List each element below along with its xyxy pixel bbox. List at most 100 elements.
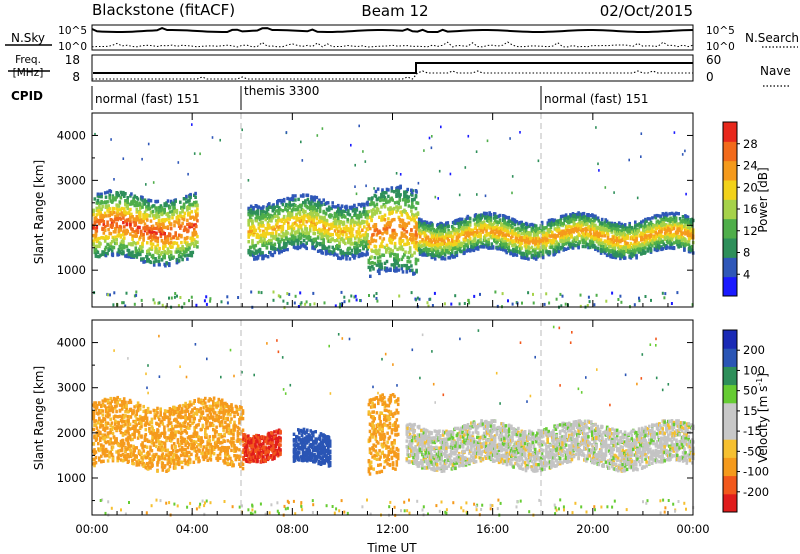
- scatter-cell: [340, 212, 344, 216]
- scatter-cell: [463, 226, 466, 230]
- scatter-cell: [584, 244, 587, 249]
- scatter-cell: [157, 220, 161, 225]
- scatter-cell: [111, 223, 115, 227]
- scatter-cell: [467, 234, 471, 238]
- scatter-cell: [500, 245, 504, 250]
- scatter-cell: [150, 227, 154, 232]
- scatter-cell: [612, 242, 615, 247]
- scatter-cell: [619, 256, 622, 261]
- scatter-cell: [92, 208, 95, 212]
- scatter-cell: [659, 214, 662, 218]
- scatter-cell: [616, 252, 620, 256]
- scatter-cell: [166, 211, 170, 216]
- scatter-cell: [295, 213, 298, 217]
- scatter-cell: [129, 217, 132, 221]
- scatter-cell: [506, 230, 510, 234]
- scatter-cell: [449, 231, 453, 235]
- scatter-cell: [129, 194, 132, 198]
- scatter-cell: [537, 251, 540, 256]
- scatter-cell: [396, 256, 399, 260]
- scatter-cell: [460, 226, 464, 230]
- scatter-cell: [594, 245, 597, 249]
- scatter-cell: [395, 233, 398, 237]
- scatter-cell: [175, 208, 179, 213]
- scatter-cell: [628, 224, 631, 228]
- scatter-cell: [106, 208, 109, 212]
- scatter-cell: [125, 222, 129, 226]
- scatter-cell: [321, 251, 324, 255]
- scatter-cell: [188, 198, 191, 203]
- scatter-cell: [102, 250, 106, 254]
- scatter-cell: [163, 250, 166, 254]
- scatter-cell: [133, 253, 137, 258]
- scatter-cell: [495, 230, 498, 234]
- scatter-cell: [151, 224, 155, 228]
- scatter-cell: [553, 233, 557, 238]
- scatter-cell: [610, 221, 614, 225]
- scatter-cell: [460, 241, 464, 245]
- scatter-cell: [674, 216, 678, 220]
- scatter-cell: [531, 253, 535, 257]
- scatter-cell: [165, 251, 168, 255]
- scatter-cell: [607, 228, 611, 233]
- scatter-cell: [357, 227, 361, 231]
- scatter-cell: [366, 216, 369, 220]
- scatter-cell: [251, 250, 254, 254]
- scatter-cell: [299, 226, 303, 230]
- scatter-cell: [166, 234, 170, 239]
- scatter-cell: [109, 224, 113, 229]
- scatter-cell: [313, 205, 316, 209]
- scatter-cell: [323, 215, 326, 220]
- scatter-cell: [563, 229, 566, 233]
- scatter-cell: [111, 253, 115, 258]
- scatter-cell: [333, 205, 337, 209]
- scatter-cell: [158, 263, 161, 267]
- scatter-cell: [474, 247, 478, 251]
- scatter-cell: [253, 229, 256, 233]
- scatter-cell: [373, 204, 377, 208]
- scatter-cell: [187, 243, 190, 247]
- scatter-cell: [465, 223, 469, 227]
- scatter-cell: [187, 229, 190, 233]
- scatter-cell: [308, 236, 312, 241]
- scatter-cell: [463, 222, 466, 227]
- scatter-cell: [610, 230, 614, 234]
- scatter-cell: [534, 237, 538, 241]
- scatter-cell: [641, 235, 644, 239]
- scatter-cell: [124, 219, 127, 223]
- scatter-cell: [93, 221, 97, 225]
- scatter-cell: [136, 209, 140, 214]
- scatter-cell: [364, 233, 368, 237]
- scatter-cell: [324, 211, 328, 215]
- scatter-cell: [306, 193, 310, 197]
- scatter-cell: [304, 224, 307, 229]
- scatter-cell: [183, 236, 187, 241]
- scatter-cell: [441, 226, 445, 230]
- scatter-cell: [655, 248, 659, 253]
- cpid-segment-2: themis 3300: [244, 84, 319, 98]
- scatter-cell: [172, 235, 175, 239]
- scatter-cell: [433, 239, 437, 243]
- scatter-cell: [619, 252, 622, 256]
- scatter-cell: [112, 230, 116, 234]
- scatter-cell: [353, 204, 356, 208]
- scatter-cell: [353, 256, 356, 260]
- scatter-cell: [415, 201, 418, 205]
- scatter-cell: [648, 217, 652, 221]
- scatter-cell: [418, 234, 422, 238]
- scatter-cell: [453, 239, 456, 244]
- scatter-cell: [574, 237, 578, 241]
- scatter-cell: [406, 187, 409, 192]
- scatter-cell: [139, 213, 142, 217]
- scatter-cell: [412, 216, 415, 220]
- scatter-cell: [318, 231, 322, 236]
- scatter-cell: [652, 235, 655, 239]
- scatter-cell: [269, 226, 272, 230]
- scatter-cell: [367, 258, 371, 262]
- scatter-cell: [630, 235, 634, 239]
- scatter-cell: [509, 249, 512, 253]
- scatter-cell: [117, 208, 121, 212]
- scatter-cell: [103, 228, 107, 233]
- scatter-cell: [369, 265, 372, 270]
- scatter-cell: [255, 204, 259, 208]
